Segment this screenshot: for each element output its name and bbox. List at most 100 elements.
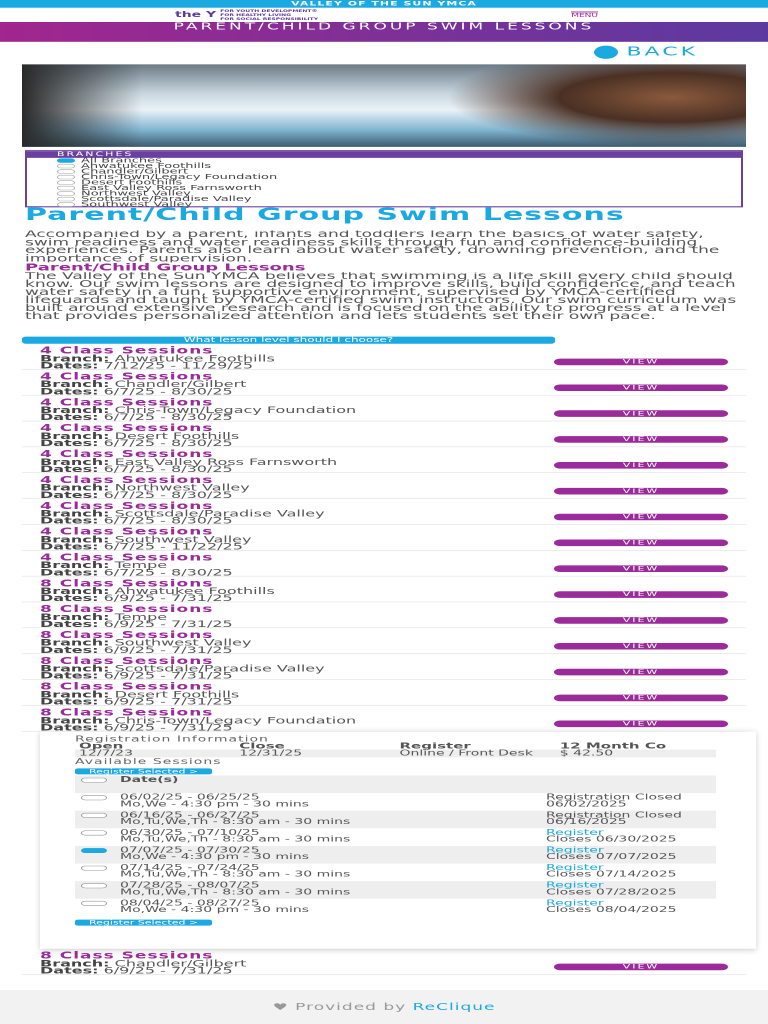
view-button[interactable]: VIEW <box>554 669 728 676</box>
branch-option[interactable]: Scottsdale/Paradise Valley <box>27 194 741 203</box>
logo[interactable]: the Y FOR YOUTH DEVELOPMENT® FOR HEALTHY… <box>175 9 318 21</box>
view-button[interactable]: VIEW <box>554 513 728 521</box>
view-button[interactable]: VIEW <box>554 643 728 650</box>
view-button[interactable]: VIEW <box>554 436 728 443</box>
view-button[interactable]: VIEW <box>554 410 728 417</box>
back-button[interactable]: BACK <box>594 45 698 59</box>
session-title: 4 Class Sessions <box>40 397 214 409</box>
slot-checkbox[interactable] <box>81 900 107 906</box>
slot-status-text[interactable]: Register <box>546 881 604 890</box>
session-dates: Dates: 6/7/25 - 8/30/25 <box>40 464 746 473</box>
view-button[interactable]: VIEW <box>554 720 728 728</box>
slot-status-text[interactable]: Register <box>546 828 604 838</box>
session-title: 4 Class Sessions <box>40 552 214 564</box>
view-button[interactable]: VIEW <box>554 694 728 702</box>
branch-option[interactable]: Desert Foothills <box>27 179 741 186</box>
level-button[interactable]: What lesson level should I choose? <box>22 336 555 344</box>
branch-value: Northwest Valley <box>114 482 250 493</box>
session-dates: Dates: 6/7/25 - 11/22/25 <box>40 541 746 552</box>
session-branch: Branch: Tempe <box>40 612 746 621</box>
session-title: 8 Class Sessions <box>40 681 214 693</box>
slot-check <box>75 900 120 906</box>
slot-checkbox[interactable] <box>81 883 107 889</box>
slot-status: Register Closes 07/14/2025 <box>546 863 716 878</box>
dates-value: 6/9/25 - 7/31/25 <box>103 965 233 976</box>
slot-checkbox[interactable] <box>81 848 107 854</box>
footer-link[interactable]: ReClique <box>412 1001 496 1013</box>
slot-checkbox <box>81 795 107 801</box>
dates-value: 6/9/25 - 7/31/25 <box>103 722 233 733</box>
session-title: 4 Class Sessions <box>40 422 214 434</box>
dates-label: Dates: <box>40 670 99 681</box>
branch-label: Branch: <box>40 456 110 467</box>
session-slot: 07/14/25 - 07/24/25 Mo,Tu,We,Th - 8:30 am… <box>75 864 716 882</box>
branch-value: Scottsdale/Paradise Valley <box>114 508 325 519</box>
slot-dates: 06/16/25 - 06/27/25 Mo,Tu,We,Th - 8:30 am… <box>120 811 546 825</box>
branch-label: Branch: <box>40 689 110 700</box>
session-title: 4 Class Sessions <box>40 474 214 486</box>
session-title: 8 Class Sessions <box>40 629 214 641</box>
dates-label: Dates: <box>40 618 99 630</box>
logo-text: the Y <box>175 10 217 20</box>
session-dates: Dates: 6/9/25 - 7/31/25 <box>40 594 746 603</box>
branch-checkbox[interactable] <box>57 163 75 169</box>
slot-schedule: Mo,We - 4:30 pm - 30 mins <box>120 799 310 809</box>
dates-value: 6/7/25 - 11/22/25 <box>103 541 243 552</box>
view-button[interactable]: VIEW <box>554 591 728 598</box>
slot-status-text[interactable]: Register <box>546 845 604 855</box>
branch-checkbox[interactable] <box>57 174 75 180</box>
branch-label: Branch: <box>40 508 110 519</box>
view-button[interactable]: VIEW <box>554 358 728 366</box>
register-selected-button[interactable]: Register Selected > <box>75 768 213 775</box>
dates-label: Dates: <box>40 411 99 423</box>
branch-option[interactable]: All Branches <box>27 157 741 164</box>
view-button[interactable]: VIEW <box>554 462 728 469</box>
slot-checkbox[interactable] <box>81 865 107 871</box>
session-row: 4 Class Sessions Branch: Ahwatukee Foothi… <box>22 344 746 370</box>
branch-checkbox[interactable] <box>57 202 75 207</box>
view-button[interactable]: VIEW <box>554 539 728 547</box>
session-slot: 07/28/25 - 08/07/25 Mo,Tu,We,Th - 8:30 am… <box>75 881 716 899</box>
branch-name: Chandler/Gilbert <box>81 167 189 176</box>
branch-checkbox[interactable] <box>57 158 75 163</box>
table-cell: Online / Front Desk <box>395 749 556 758</box>
branch-option[interactable]: Chris-Town/Legacy Foundation <box>27 172 741 181</box>
tagline-line: FOR YOUTH DEVELOPMENT® <box>220 9 318 13</box>
slot-checkbox[interactable] <box>81 830 107 836</box>
slot-status: Register Closes 06/30/2025 <box>546 828 716 843</box>
branch-label: Branch: <box>40 585 110 597</box>
session-row: 8 Class Sessions Branch: Desert Foothills… <box>22 680 746 706</box>
branch-checkbox[interactable] <box>57 180 75 185</box>
branch-option[interactable]: Northwest Valley <box>27 190 741 197</box>
branch-checkbox[interactable] <box>57 196 75 202</box>
session-row: 4 Class Sessions Branch: Chris-Town/Legac… <box>22 395 746 423</box>
session-slot: 06/02/25 - 06/25/25 Mo,We - 4:30 pm - 30 … <box>75 793 716 811</box>
branch-name: Chris-Town/Legacy Foundation <box>81 172 278 181</box>
tagline-line: FOR HEALTHY LIVING <box>220 12 292 17</box>
branch-option[interactable]: Southwest Valley <box>27 201 741 208</box>
session-dates: Dates: 6/9/25 - 7/31/25 <box>40 965 746 976</box>
register-selected-button[interactable]: Register Selected > <box>75 919 213 926</box>
view-button[interactable]: VIEW <box>554 617 728 624</box>
branch-checkbox[interactable] <box>57 169 75 174</box>
slot-status: Registration Closed 06/02/2025 <box>546 794 716 808</box>
branch-name: Scottsdale/Paradise Valley <box>81 194 252 203</box>
available-heading: Available Sessions <box>75 757 222 767</box>
slot-date-range: 08/04/25 - 08/27/25 <box>120 898 260 908</box>
branch-checkbox[interactable] <box>57 191 75 196</box>
branch-option[interactable]: Chandler/Gilbert <box>27 167 741 176</box>
branch-checkbox[interactable] <box>57 185 75 191</box>
session-row: 8 Class Sessions Branch: Tempe Dates: 6/9/… <box>22 602 746 628</box>
view-button[interactable]: VIEW <box>554 488 728 495</box>
slot-status-text[interactable]: Register <box>546 898 604 908</box>
session-branch: Branch: Scottsdale/Paradise Valley <box>40 508 746 519</box>
view-button[interactable]: VIEW <box>554 384 728 392</box>
view-button[interactable]: VIEW <box>554 963 728 971</box>
slot-status-text[interactable]: Register <box>546 863 604 873</box>
branch-option[interactable]: East Valley Ross Farnsworth <box>27 184 741 191</box>
back-label: BACK <box>626 45 698 59</box>
branch-option[interactable]: Ahwatukee Foothills <box>27 162 741 169</box>
menu-button[interactable]: MENU <box>571 11 598 19</box>
view-button[interactable]: VIEW <box>554 565 728 572</box>
